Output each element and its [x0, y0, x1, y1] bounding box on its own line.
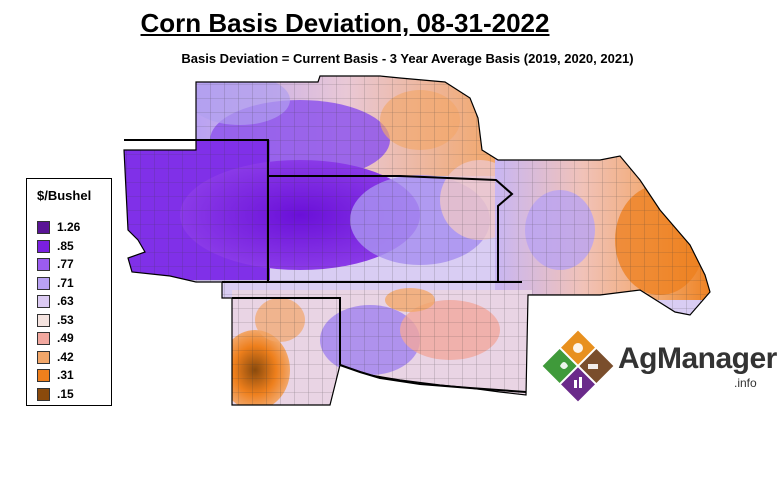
legend-swatch — [37, 387, 50, 401]
legend-label: .77 — [57, 257, 74, 271]
legend-swatch — [37, 295, 50, 308]
legend-label: .63 — [57, 294, 74, 308]
legend-swatch — [37, 239, 50, 253]
legend-label: 1.26 — [57, 220, 81, 234]
legend-label: .71 — [57, 275, 74, 290]
legend-swatch — [37, 350, 50, 364]
logo-suffix: .info — [734, 376, 757, 390]
legend-label: .15 — [57, 386, 74, 401]
legend-label: .49 — [57, 331, 74, 345]
map-title: Corn Basis Deviation, 08-31-2022 — [140, 8, 550, 38]
map-subtitle: Basis Deviation = Current Basis - 3 Year… — [181, 51, 634, 66]
legend-label: .42 — [57, 349, 74, 364]
legend-swatch — [37, 221, 50, 234]
agmanager-logo: AgManager .info — [540, 326, 777, 406]
agmanager-diamond-icon — [542, 330, 614, 402]
legend-label: .85 — [57, 238, 74, 253]
legend-swatch — [37, 276, 50, 290]
legend: $/Bushel 1.26 .85 .77 .71 .63 .53 .49 .42 .31 .15 — [26, 178, 112, 406]
logo-name: AgManager — [618, 342, 777, 375]
legend-swatch — [37, 332, 50, 345]
legend-label: .31 — [57, 368, 74, 382]
legend-title: $/Bushel — [37, 188, 92, 203]
legend-label: .53 — [57, 312, 74, 327]
legend-swatch — [37, 313, 50, 327]
legend-swatch — [37, 258, 50, 271]
legend-swatch — [37, 369, 50, 382]
state-borders — [123, 75, 711, 406]
